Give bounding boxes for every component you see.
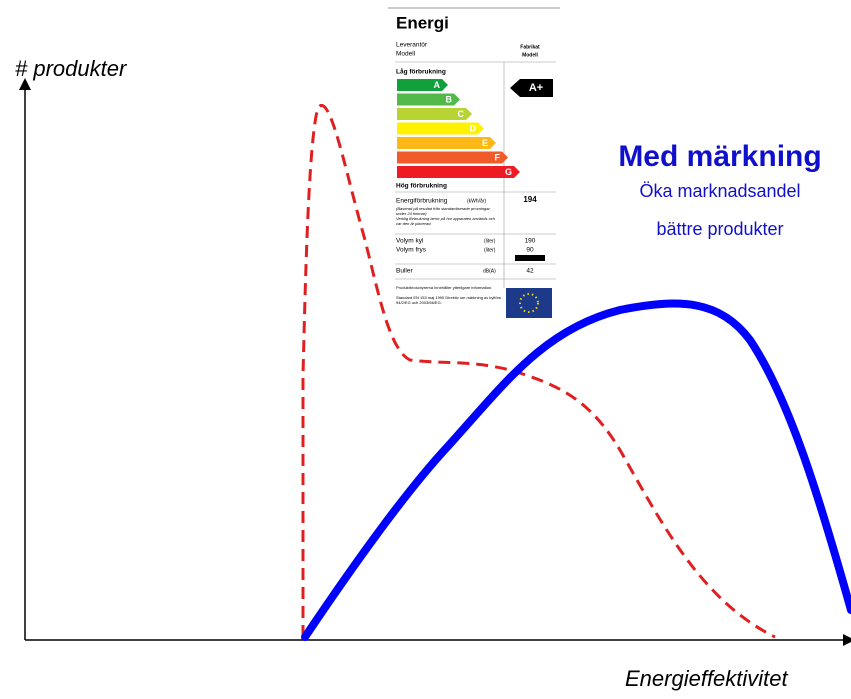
class-letter: D	[470, 123, 477, 133]
label-text: Energiförbrukning	[396, 198, 448, 205]
label-text: (kWh/år)	[467, 197, 487, 204]
annotation-title: Med märkning	[618, 140, 821, 173]
label-note: (Baserad på resultat från standardiserad…	[396, 206, 501, 216]
label-text: dB(A)	[483, 268, 496, 274]
class-bar	[397, 79, 448, 91]
class-letter: E	[482, 138, 488, 148]
label-text: Volym frys	[396, 247, 427, 254]
label-value: 42	[526, 268, 534, 275]
label-notes: (Baserad på resultat från standardiserad…	[396, 206, 501, 232]
label-text: Låg förbrukning	[396, 68, 446, 76]
diagram: # produkter Energieffektivitet Energi Le…	[0, 0, 851, 694]
class-letter: G	[505, 167, 512, 177]
class-bar	[397, 166, 520, 178]
star-icon	[515, 255, 545, 261]
class-letter: C	[458, 109, 465, 119]
y-axis-label: # produkter	[15, 56, 128, 81]
class-letter: A	[434, 80, 441, 90]
class-letter: B	[446, 94, 453, 104]
label-title: Energi	[396, 13, 449, 32]
energy-label: Energi Leverantör Modell Fabrikat Modell…	[388, 8, 560, 320]
label-text: Modell	[396, 51, 416, 58]
label-value: 194	[523, 195, 537, 204]
label-text: (liter)	[484, 238, 496, 244]
label-note: Produktbroschyrerna innehåller ytterliga…	[396, 285, 501, 290]
label-text: Volym kyl	[396, 238, 424, 245]
annotation-line: bättre produkter	[656, 219, 783, 239]
label-text: Fabrikat	[520, 44, 540, 50]
label-text: Leverantör	[396, 42, 428, 49]
label-value: 190	[525, 238, 536, 245]
annotation-line: Öka marknadsandel	[639, 181, 800, 201]
label-footer: Produktbroschyrerna innehåller ytterliga…	[396, 285, 501, 319]
label-text: Buller	[396, 268, 413, 275]
label-text: Modell	[522, 52, 538, 58]
label-value: 90	[526, 247, 534, 254]
label-note: Standard EN 153 maj 1990 Direktiv om mär…	[396, 295, 501, 305]
class-bar	[397, 152, 508, 164]
label-text: Hög förbrukning	[396, 183, 447, 190]
x-axis-label: Energieffektivitet	[625, 666, 789, 691]
class-letter: F	[495, 152, 501, 162]
rating: A+	[529, 82, 543, 94]
eu-flag	[506, 288, 552, 318]
label-note: Verklig förbrukning beror på hur apparat…	[396, 216, 501, 226]
curve-with-label	[305, 304, 851, 637]
label-text: (liter)	[484, 247, 496, 253]
